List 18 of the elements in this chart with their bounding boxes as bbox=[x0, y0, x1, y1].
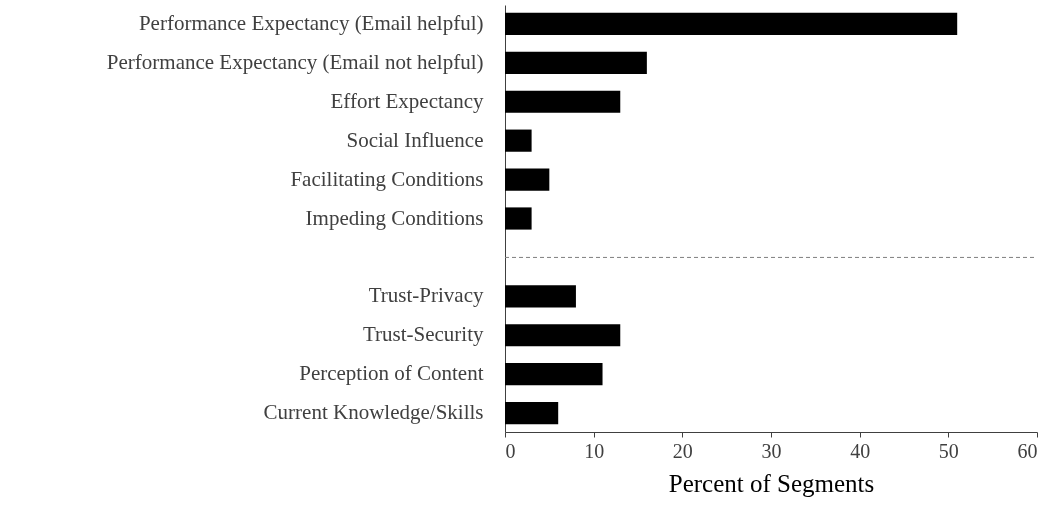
y-tick-label: Facilitating Conditions bbox=[290, 166, 484, 191]
y-tick-label: Current Knowledge/Skills bbox=[263, 400, 484, 425]
x-tick-label: 30 bbox=[761, 439, 782, 462]
y-tick-label: Perception of Content bbox=[299, 361, 484, 386]
y-tick-label: Trust-Security bbox=[362, 322, 484, 347]
x-tick-label: 0 bbox=[505, 439, 516, 462]
y-tick-label: Performance Expectancy (Email not helpful) bbox=[106, 49, 484, 74]
x-tick-label: 50 bbox=[938, 439, 959, 462]
x-tick-label: 40 bbox=[850, 439, 871, 462]
x-tick-label: 10 bbox=[584, 439, 605, 462]
x-axis-title: Percent of Segments bbox=[668, 469, 875, 497]
x-tick-label: 60 bbox=[1017, 439, 1038, 462]
x-tick-label: 20 bbox=[672, 439, 693, 462]
y-tick-label: Social Influence bbox=[346, 127, 484, 152]
y-tick-label: Impeding Conditions bbox=[305, 205, 484, 230]
y-tick-label: Effort Expectancy bbox=[330, 88, 484, 113]
y-tick-label: Trust-Privacy bbox=[368, 283, 484, 308]
y-tick-label: Performance Expectancy (Email helpful) bbox=[138, 10, 484, 35]
